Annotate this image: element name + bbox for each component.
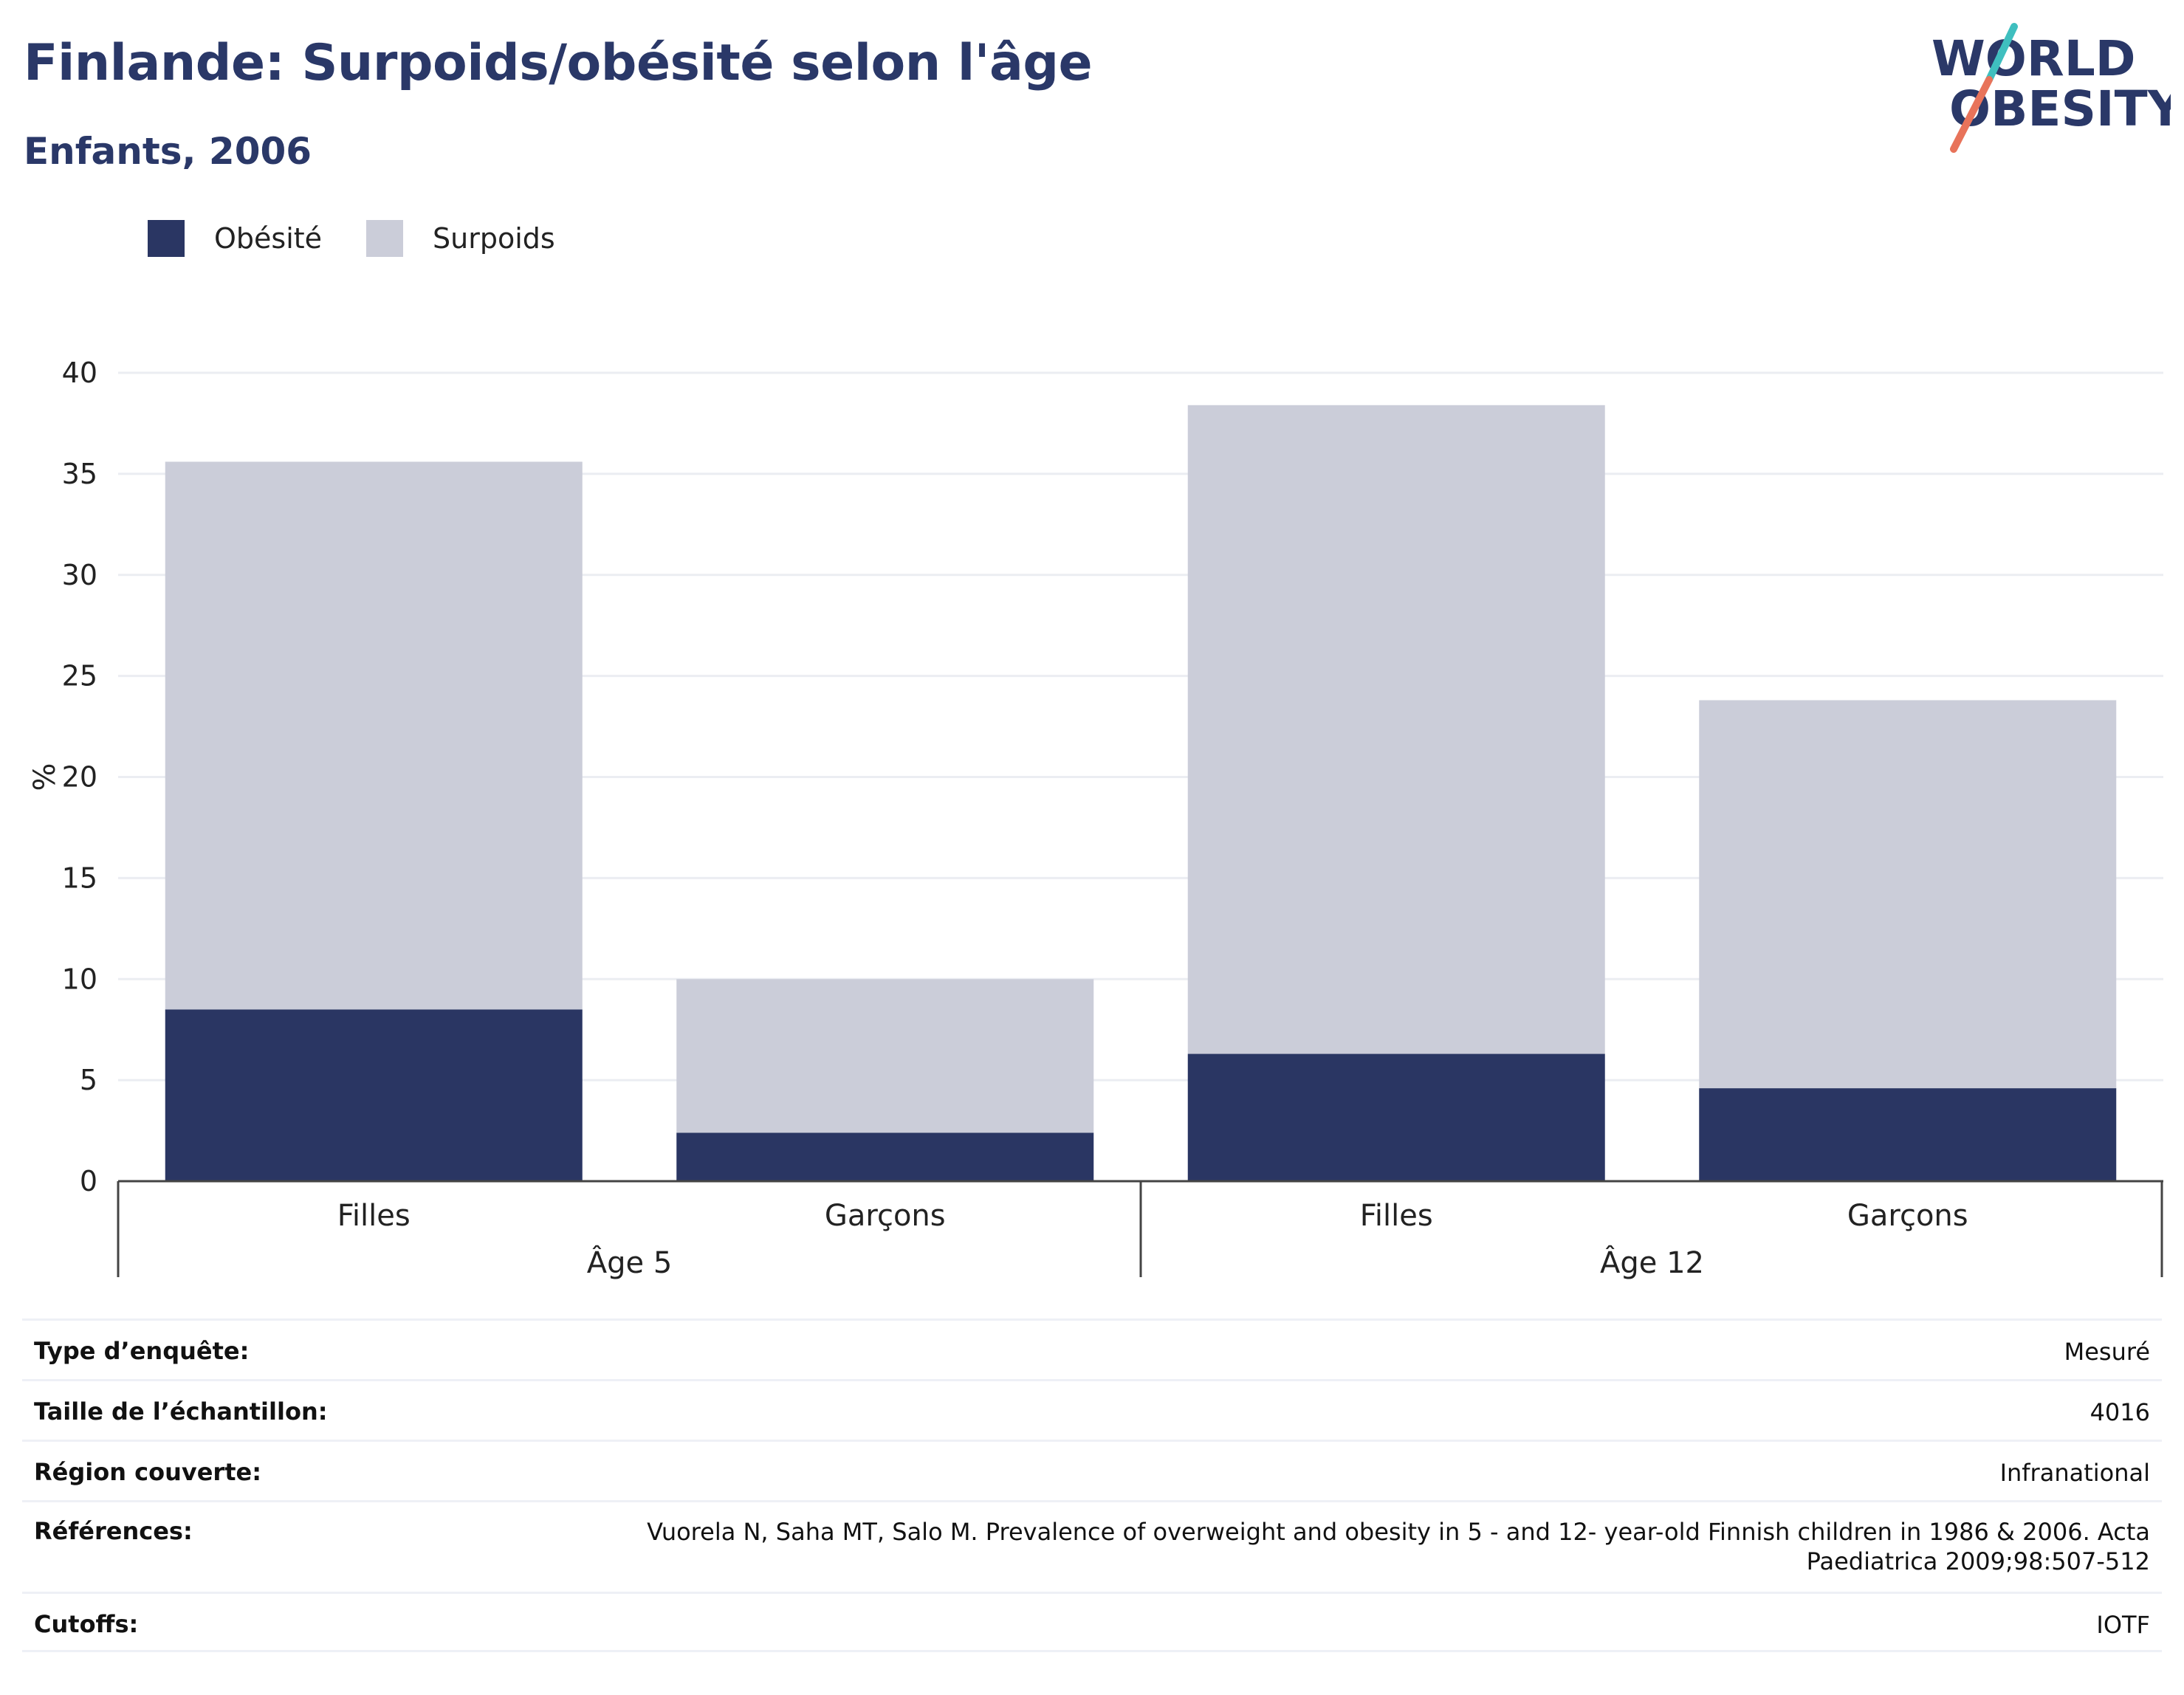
bar-obesity-2 [1187, 1053, 1605, 1181]
info-label: Références: [34, 1517, 193, 1545]
y-axis-label: % [28, 763, 62, 791]
info-row: Type d’enquête: Mesuré [22, 1318, 2162, 1379]
info-label: Région couverte: [34, 1458, 261, 1486]
legend-item-overweight[interactable]: Surpoids [366, 220, 555, 257]
y-tick-label: 15 [62, 862, 97, 894]
info-value: Infranational [1999, 1459, 2150, 1487]
group-label: Âge 5 [587, 1245, 673, 1280]
chart-title: Finlande: Surpoids/obésité selon l'âge [24, 34, 1093, 92]
y-tick-label: 25 [62, 660, 97, 692]
chart-subtitle: Enfants, 2006 [24, 130, 312, 173]
bar-overweight-2 [1187, 405, 1605, 1054]
logo-slash-teal [1985, 23, 2018, 83]
legend-swatch-obesity [148, 220, 185, 257]
y-tick-label: 10 [62, 963, 97, 995]
info-value: IOTF [2096, 1611, 2150, 1639]
info-value: Vuorela N, Saha MT, Salo M. Prevalence o… [647, 1518, 2150, 1575]
y-tick-label: 0 [80, 1165, 97, 1197]
info-row: Taille de l’échantillon: 4016 [22, 1379, 2162, 1440]
x-tick-label: Garçons [1847, 1199, 1968, 1233]
x-tick-label: Filles [1360, 1199, 1433, 1233]
bar-overweight-0 [165, 461, 583, 1010]
bar-overweight-3 [1699, 700, 2117, 1089]
legend-item-obesity[interactable]: Obésité [148, 220, 322, 257]
info-value: 4016 [2089, 1398, 2150, 1426]
x-tick-label: Garçons [825, 1199, 946, 1233]
y-tick-label: 5 [80, 1064, 97, 1096]
legend-swatch-overweight [366, 220, 404, 257]
info-value: Mesuré [2064, 1338, 2150, 1366]
y-tick-label: 40 [62, 357, 97, 389]
bar-obesity-0 [165, 1009, 583, 1181]
x-tick-label: Filles [337, 1199, 411, 1233]
logo-slash-coral [1950, 76, 1993, 153]
survey-info-table: Type d’enquête: Mesuré Taille de l’échanti… [22, 1318, 2162, 1652]
info-row: Région couverte: Infranational [22, 1440, 2162, 1500]
y-tick-label: 20 [62, 761, 97, 794]
info-label: Cutoffs: [34, 1610, 139, 1638]
info-label: Taille de l’échantillon: [34, 1397, 328, 1426]
chart-legend: Obésité Surpoids [148, 220, 600, 257]
bar-overweight-1 [676, 979, 1094, 1133]
stacked-bar-chart: 0 5 10 15 20 25 30 35 40% Filles Garçons Filles Garç… [28, 357, 2163, 1280]
logo-word-world: WORLD [1931, 30, 2136, 87]
info-row: Références: Vuorela N, Saha MT, Salo M. P… [22, 1500, 2162, 1592]
info-row: Cutoffs: IOTF [22, 1592, 2162, 1652]
y-tick-label: 35 [62, 458, 97, 490]
bar-obesity-1 [676, 1132, 1094, 1181]
legend-label-obesity: Obésité [214, 222, 323, 255]
bar-obesity-3 [1699, 1088, 2117, 1181]
y-tick-label: 30 [62, 559, 97, 591]
legend-label-overweight: Surpoids [433, 222, 555, 255]
world-obesity-logo: WORLD OBESITY [1931, 23, 2171, 153]
info-label: Type d’enquête: [34, 1337, 250, 1365]
group-label: Âge 12 [1600, 1245, 1704, 1280]
